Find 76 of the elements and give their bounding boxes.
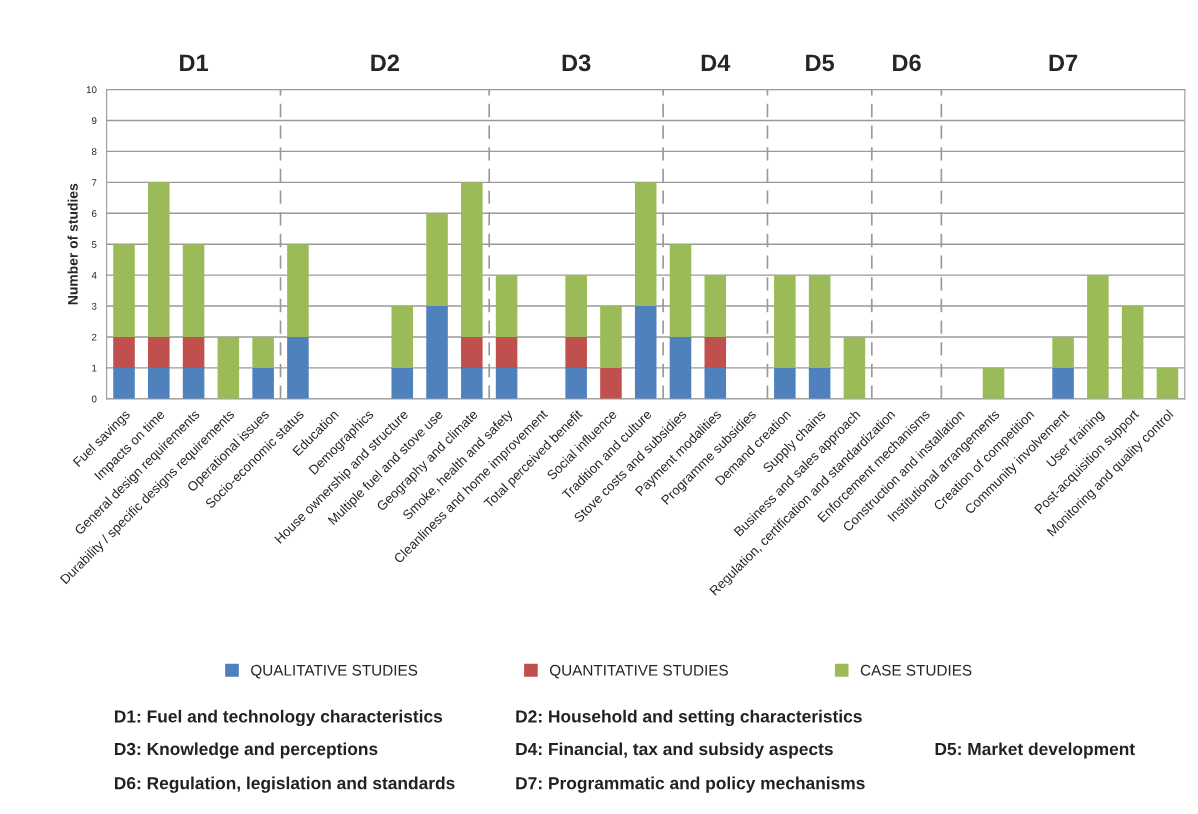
y-axis-title: Number of studies bbox=[67, 183, 78, 305]
bar bbox=[1087, 275, 1109, 399]
bar bbox=[982, 367, 1005, 399]
bar bbox=[391, 367, 414, 399]
bar bbox=[182, 337, 205, 368]
bar bbox=[704, 337, 727, 368]
bar bbox=[634, 182, 657, 307]
text: D1 bbox=[180, 54, 209, 71]
bar bbox=[843, 337, 866, 399]
text: D7 bbox=[1049, 54, 1078, 71]
bar bbox=[565, 275, 587, 337]
bar bbox=[808, 367, 831, 399]
y-tick-label: 2 bbox=[91, 333, 97, 341]
bar bbox=[774, 367, 796, 399]
y-tick-label: 8 bbox=[91, 148, 97, 156]
bar bbox=[426, 213, 448, 307]
bar bbox=[495, 275, 518, 337]
bar bbox=[113, 337, 135, 368]
bar bbox=[148, 367, 170, 399]
bar bbox=[217, 337, 240, 399]
bar bbox=[461, 337, 483, 368]
y-tick-label: 5 bbox=[91, 241, 97, 248]
legend-label: QUANTITATIVE STUDIES bbox=[549, 664, 728, 679]
bar bbox=[704, 275, 727, 337]
bar bbox=[565, 337, 587, 368]
bar bbox=[634, 306, 657, 399]
bar bbox=[252, 367, 274, 399]
bar bbox=[426, 306, 448, 399]
bar bbox=[600, 367, 622, 399]
text: D7: Programmatic and policy mechanisms bbox=[516, 776, 865, 793]
bar bbox=[461, 182, 483, 337]
legend-label: QUALITATIVE STUDIES bbox=[251, 664, 418, 679]
y-tick-label: 7 bbox=[91, 179, 97, 186]
text: D5: Market development bbox=[935, 742, 1135, 759]
y-tick-label: 1 bbox=[92, 364, 97, 372]
bar bbox=[287, 337, 309, 399]
text: D2: Household and setting characteristics bbox=[516, 709, 862, 727]
text: D2 bbox=[371, 54, 400, 71]
bar bbox=[113, 244, 135, 337]
bar bbox=[704, 367, 727, 399]
text: D6 bbox=[893, 54, 921, 72]
y-tick-label: 4 bbox=[91, 271, 97, 279]
y-tick-label: 10 bbox=[86, 86, 97, 94]
y-tick-label: 0 bbox=[91, 395, 97, 403]
bar bbox=[113, 367, 135, 399]
text: D6: Regulation, legislation and standards bbox=[114, 776, 455, 793]
legend-label: CASE STUDIES bbox=[860, 664, 972, 676]
text: D3 bbox=[562, 54, 591, 72]
bar bbox=[148, 182, 170, 337]
bar bbox=[669, 244, 692, 337]
text: D4 bbox=[701, 54, 731, 71]
bar bbox=[1052, 367, 1074, 399]
bar bbox=[1156, 367, 1179, 399]
bar bbox=[1121, 306, 1144, 399]
bar bbox=[669, 337, 692, 399]
bar bbox=[461, 367, 483, 399]
bar bbox=[600, 306, 622, 368]
bar bbox=[1052, 337, 1074, 368]
y-tick-label: 3 bbox=[91, 302, 97, 310]
bar bbox=[182, 367, 205, 399]
bar bbox=[182, 244, 205, 337]
bar bbox=[252, 337, 274, 368]
y-tick-label: 9 bbox=[91, 117, 97, 125]
y-tick-label: 6 bbox=[91, 210, 97, 217]
text: D3: Knowledge and perceptions bbox=[114, 742, 378, 759]
bar bbox=[148, 337, 170, 368]
bar bbox=[287, 244, 309, 337]
text: D5 bbox=[806, 54, 835, 72]
text: D1: Fuel and technology characteristics bbox=[114, 709, 443, 727]
bar bbox=[495, 367, 518, 399]
bar bbox=[774, 275, 796, 368]
text: D4: Financial, tax and subsidy aspects bbox=[516, 742, 833, 759]
bar bbox=[495, 337, 518, 368]
bar bbox=[808, 275, 831, 368]
bar bbox=[565, 367, 587, 399]
bar bbox=[391, 306, 414, 368]
